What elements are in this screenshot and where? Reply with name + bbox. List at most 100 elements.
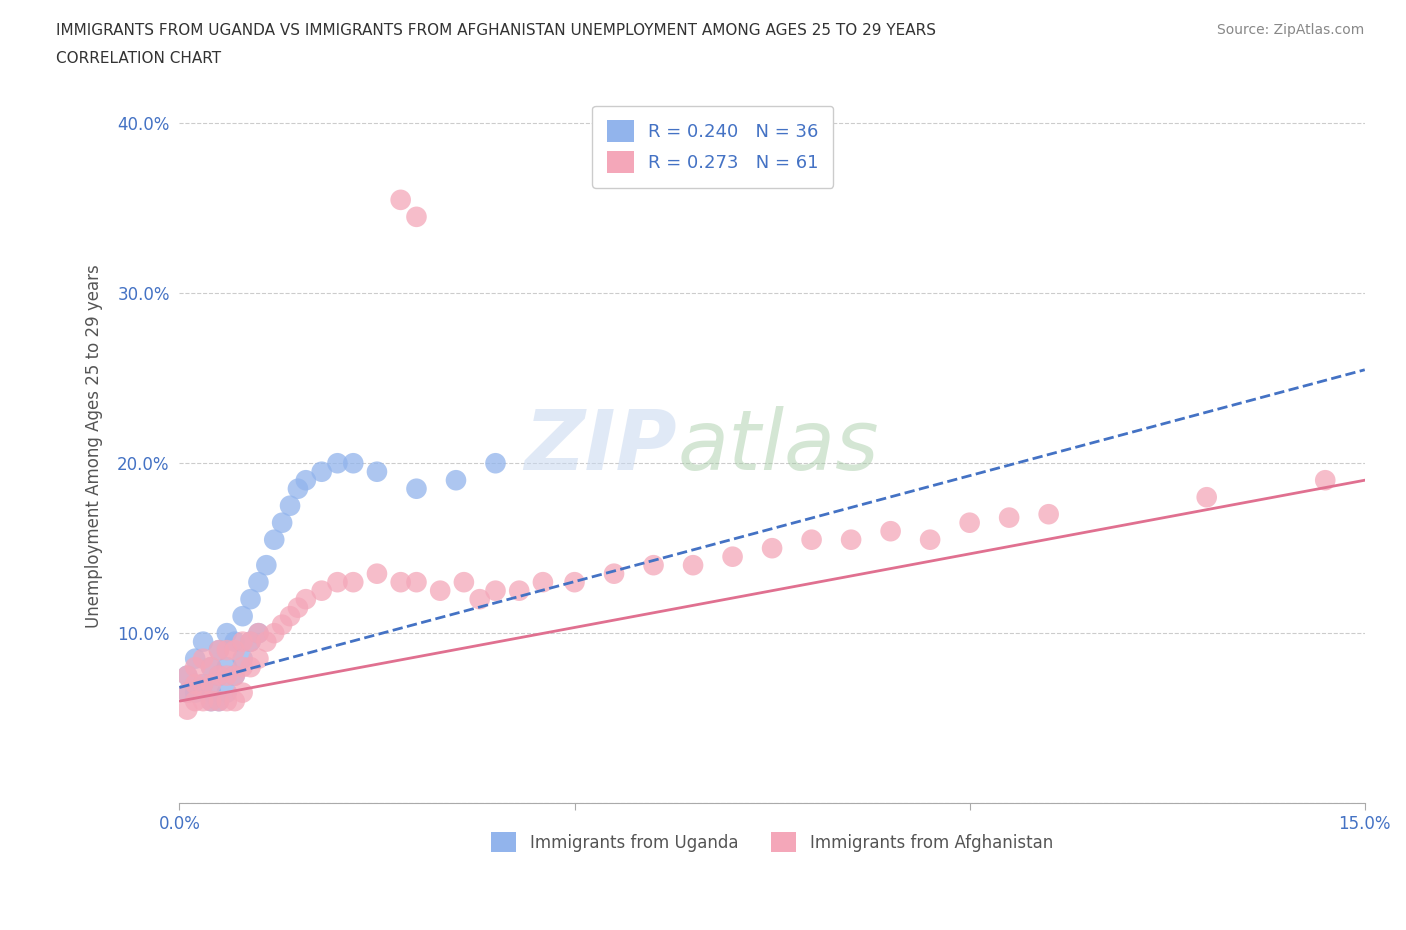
Point bbox=[224, 634, 246, 649]
Point bbox=[484, 456, 506, 471]
Point bbox=[342, 456, 364, 471]
Point bbox=[959, 515, 981, 530]
Point bbox=[224, 643, 246, 658]
Point bbox=[271, 618, 294, 632]
Point bbox=[263, 532, 285, 547]
Point bbox=[564, 575, 586, 590]
Point bbox=[239, 591, 262, 606]
Point bbox=[184, 659, 207, 674]
Text: IMMIGRANTS FROM UGANDA VS IMMIGRANTS FROM AFGHANISTAN UNEMPLOYMENT AMONG AGES 25: IMMIGRANTS FROM UGANDA VS IMMIGRANTS FRO… bbox=[56, 23, 936, 38]
Point bbox=[429, 583, 451, 598]
Point bbox=[215, 685, 238, 700]
Point bbox=[208, 643, 231, 658]
Point bbox=[176, 685, 198, 700]
Point bbox=[1195, 490, 1218, 505]
Point bbox=[254, 558, 277, 573]
Point bbox=[176, 668, 198, 683]
Point bbox=[239, 634, 262, 649]
Point bbox=[295, 472, 318, 487]
Point bbox=[200, 659, 222, 674]
Point bbox=[215, 643, 238, 658]
Point bbox=[278, 498, 301, 513]
Point bbox=[239, 634, 262, 649]
Point bbox=[184, 651, 207, 666]
Point bbox=[232, 609, 254, 624]
Point bbox=[254, 634, 277, 649]
Point bbox=[176, 685, 198, 700]
Point bbox=[232, 659, 254, 674]
Point bbox=[444, 472, 467, 487]
Legend: Immigrants from Uganda, Immigrants from Afghanistan: Immigrants from Uganda, Immigrants from … bbox=[485, 825, 1060, 859]
Point bbox=[224, 668, 246, 683]
Point bbox=[224, 668, 246, 683]
Point bbox=[208, 643, 231, 658]
Point bbox=[232, 651, 254, 666]
Point bbox=[200, 685, 222, 700]
Point bbox=[278, 609, 301, 624]
Point bbox=[287, 482, 309, 497]
Point bbox=[879, 524, 901, 538]
Point bbox=[215, 659, 238, 674]
Point bbox=[184, 685, 207, 700]
Point bbox=[247, 626, 270, 641]
Point bbox=[208, 694, 231, 709]
Point bbox=[721, 550, 744, 565]
Point bbox=[453, 575, 475, 590]
Point bbox=[191, 677, 214, 692]
Point bbox=[232, 685, 254, 700]
Point bbox=[920, 532, 942, 547]
Point bbox=[342, 575, 364, 590]
Point bbox=[682, 558, 704, 573]
Point bbox=[603, 566, 626, 581]
Point bbox=[405, 482, 427, 497]
Text: Source: ZipAtlas.com: Source: ZipAtlas.com bbox=[1216, 23, 1364, 37]
Point bbox=[191, 634, 214, 649]
Point bbox=[998, 511, 1021, 525]
Point bbox=[191, 677, 214, 692]
Point bbox=[247, 575, 270, 590]
Point bbox=[531, 575, 554, 590]
Point bbox=[643, 558, 665, 573]
Point bbox=[224, 694, 246, 709]
Point bbox=[184, 677, 207, 692]
Point bbox=[184, 694, 207, 709]
Point bbox=[200, 659, 222, 674]
Point bbox=[484, 583, 506, 598]
Point bbox=[389, 575, 412, 590]
Point bbox=[366, 566, 388, 581]
Point bbox=[468, 591, 491, 606]
Point bbox=[191, 694, 214, 709]
Point bbox=[176, 702, 198, 717]
Text: atlas: atlas bbox=[678, 405, 879, 486]
Point bbox=[508, 583, 530, 598]
Point bbox=[247, 651, 270, 666]
Point bbox=[208, 668, 231, 683]
Point bbox=[1038, 507, 1060, 522]
Point bbox=[208, 668, 231, 683]
Point bbox=[200, 677, 222, 692]
Point bbox=[366, 464, 388, 479]
Point bbox=[1315, 472, 1337, 487]
Point bbox=[405, 575, 427, 590]
Point bbox=[215, 694, 238, 709]
Point bbox=[287, 600, 309, 615]
Point bbox=[232, 634, 254, 649]
Point bbox=[215, 668, 238, 683]
Point bbox=[839, 532, 862, 547]
Point bbox=[405, 209, 427, 224]
Point bbox=[176, 668, 198, 683]
Point bbox=[239, 659, 262, 674]
Text: ZIP: ZIP bbox=[524, 405, 678, 486]
Point bbox=[263, 626, 285, 641]
Point bbox=[326, 456, 349, 471]
Point bbox=[761, 540, 783, 555]
Point bbox=[311, 464, 333, 479]
Point bbox=[215, 626, 238, 641]
Text: CORRELATION CHART: CORRELATION CHART bbox=[56, 51, 221, 66]
Point bbox=[247, 626, 270, 641]
Point bbox=[271, 515, 294, 530]
Point bbox=[389, 193, 412, 207]
Point bbox=[200, 694, 222, 709]
Point bbox=[326, 575, 349, 590]
Point bbox=[191, 651, 214, 666]
